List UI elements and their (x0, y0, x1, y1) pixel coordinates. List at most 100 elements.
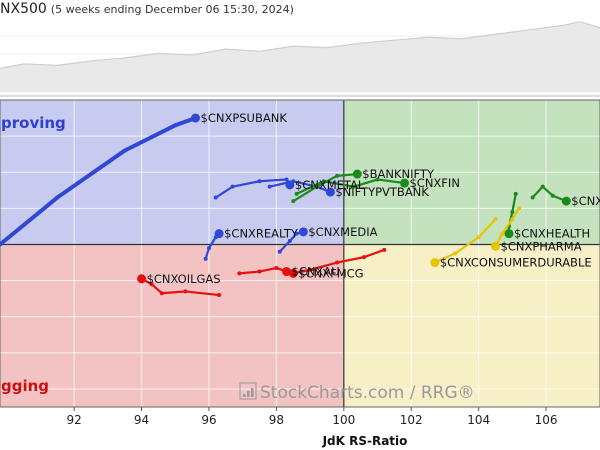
trail-point-cnxpsubank (55, 195, 60, 200)
trail-cnx (531, 185, 568, 203)
trail-point-cnxpsubank (0, 242, 2, 247)
trail-point-cnxau (274, 265, 279, 270)
watermark-logo-bar (247, 391, 250, 397)
quadrant-weakening (343, 244, 600, 407)
trail-point-cnx (550, 193, 555, 198)
trail-point-cnxconsumerdurable (493, 217, 498, 222)
trail-point-cnxpsubank (173, 123, 178, 128)
trail-point-cnxhealth (510, 209, 515, 214)
trail-point-cnxfmcg (308, 267, 313, 272)
label-cnxfin: $CNXFIN (409, 176, 459, 190)
label-cnx: $CNX (571, 194, 600, 208)
label-cnxmedia: $CNXMEDIA (308, 225, 377, 239)
trail-point-cnxfmcg (382, 247, 387, 252)
trail-point-cnxfin (375, 177, 380, 182)
chart-header: NX500 (5 weeks ending December 06 15:30, … (0, 1, 294, 17)
point-labels: $CNXPSUBANK $CNXMETAL $CNXREALTY $CNXMEDIA $… (147, 111, 600, 286)
trail-point-cnxmetal (257, 179, 262, 184)
header-subtitle: (5 weeks ending December 06 15:30, 2024) (50, 3, 294, 16)
trail-point-cnxmedia (277, 249, 282, 254)
quadrant-label-lagging: gging (1, 377, 49, 395)
trail-niftypvtbank (268, 180, 332, 194)
trail-point-cnxpharma (517, 206, 522, 211)
label-cnxrealty: $CNXREALTY (224, 227, 299, 241)
label-cnxoilgas: $CNXOILGAS (147, 272, 221, 286)
x-tick-label: 92 (67, 413, 82, 427)
trail-point-cnxpharma (500, 231, 505, 236)
label-cnxpharma: $CNXPHARMA (501, 239, 582, 253)
quadrant-label-improving: proving (1, 114, 66, 132)
watermark: StockCharts.com / RRG® (239, 382, 475, 403)
x-tick-label: 104 (467, 413, 490, 427)
x-axis: 92 94 96 98 100 102 104 106 JdK RS-Ratio (67, 407, 558, 448)
watermark-logo-bar (243, 394, 246, 397)
trail-point-cnxrealty (206, 246, 211, 251)
trail-point-cnxmedia (287, 238, 292, 243)
rotation-trails (0, 113, 571, 298)
trail-point-cnxau (257, 269, 262, 274)
trail-point-cnxoilgas (183, 289, 188, 294)
trail-point-banknifty (291, 199, 296, 204)
x-tick-label: 98 (269, 413, 284, 427)
trail-cnxau (238, 266, 288, 275)
trail-point-cnxmetal (284, 177, 289, 182)
gridlines (0, 99, 600, 408)
trail-point-cnxconsumerdurable (453, 251, 458, 256)
head-point-cnxfmcg (288, 268, 298, 278)
benchmark-area (0, 21, 600, 93)
trail-point-cnxpharma (510, 217, 515, 222)
head-point-cnxpharma (491, 241, 501, 251)
trail-point-niftypvtbank (267, 184, 272, 189)
head-point-cnxconsumerdurable (430, 258, 440, 268)
label-cnxhealth: $CNXHEALTH (514, 227, 590, 241)
trail-point-cnxfin (351, 184, 356, 189)
trail-point-cnxfmcg (362, 255, 367, 260)
label-cnxconsumerdurable: $CNXCONSUMERDURABLE (440, 256, 592, 270)
trail-point-cnx (530, 195, 535, 200)
x-tick-label: 106 (535, 413, 558, 427)
x-tick-label: 102 (400, 413, 423, 427)
trail-point-cnxfin (321, 179, 326, 184)
trail-point-cnxpsubank (122, 148, 127, 153)
quadrant-labels: proving gging (1, 114, 66, 395)
head-point-cnxau (282, 267, 292, 277)
head-point-cnxrealty (214, 229, 224, 239)
trail-point-cnxfin (294, 191, 299, 196)
plot-border (0, 99, 600, 408)
head-point-cnxmedia (298, 227, 308, 237)
benchmark-line (0, 21, 600, 69)
trail-cnxpharma (494, 207, 521, 248)
x-tick-label: 96 (201, 413, 216, 427)
trail-point-niftypvtbank (291, 179, 296, 184)
trail-point-cnxau (237, 271, 242, 276)
trail-point-cnx (540, 184, 545, 189)
trail-point-cnxfmcg (335, 260, 340, 265)
trail-point-cnxhealth (513, 191, 518, 196)
header-title: NX500 (0, 1, 47, 17)
trail-point-cnxconsumerdurable (476, 235, 481, 240)
label-niftypvtbank: $NIFTYPVTBANK (335, 185, 429, 199)
x-tick-label: 94 (134, 413, 149, 427)
trail-point-banknifty (335, 173, 340, 178)
head-point-cnxhealth (504, 229, 514, 239)
trail-point-cnxoilgas (159, 291, 164, 296)
trail-point-cnxrealty (203, 256, 208, 261)
label-cnxpsubank: $CNXPSUBANK (201, 111, 288, 125)
head-point-cnxfin (399, 178, 409, 188)
head-point-banknifty (352, 169, 362, 179)
label-cnxau: $CNXAU (292, 265, 340, 279)
watermark-logo-icon (239, 382, 257, 400)
trail-point-cnxmetal (230, 184, 235, 189)
trail-point-cnxmetal (213, 195, 218, 200)
trail-point-cnxmedia (294, 231, 299, 236)
head-point-niftypvtbank (325, 187, 335, 197)
trail-point-cnxoilgas (217, 293, 222, 298)
head-point-cnx (561, 196, 571, 206)
trail-point-cnxoilgas (149, 282, 154, 287)
benchmark-mini-chart (0, 18, 600, 97)
head-point-cnxoilgas (137, 274, 147, 284)
trail-cnxconsumerdurable (433, 218, 497, 264)
watermark-logo-bar (251, 388, 254, 397)
x-tick-label: 100 (332, 413, 355, 427)
